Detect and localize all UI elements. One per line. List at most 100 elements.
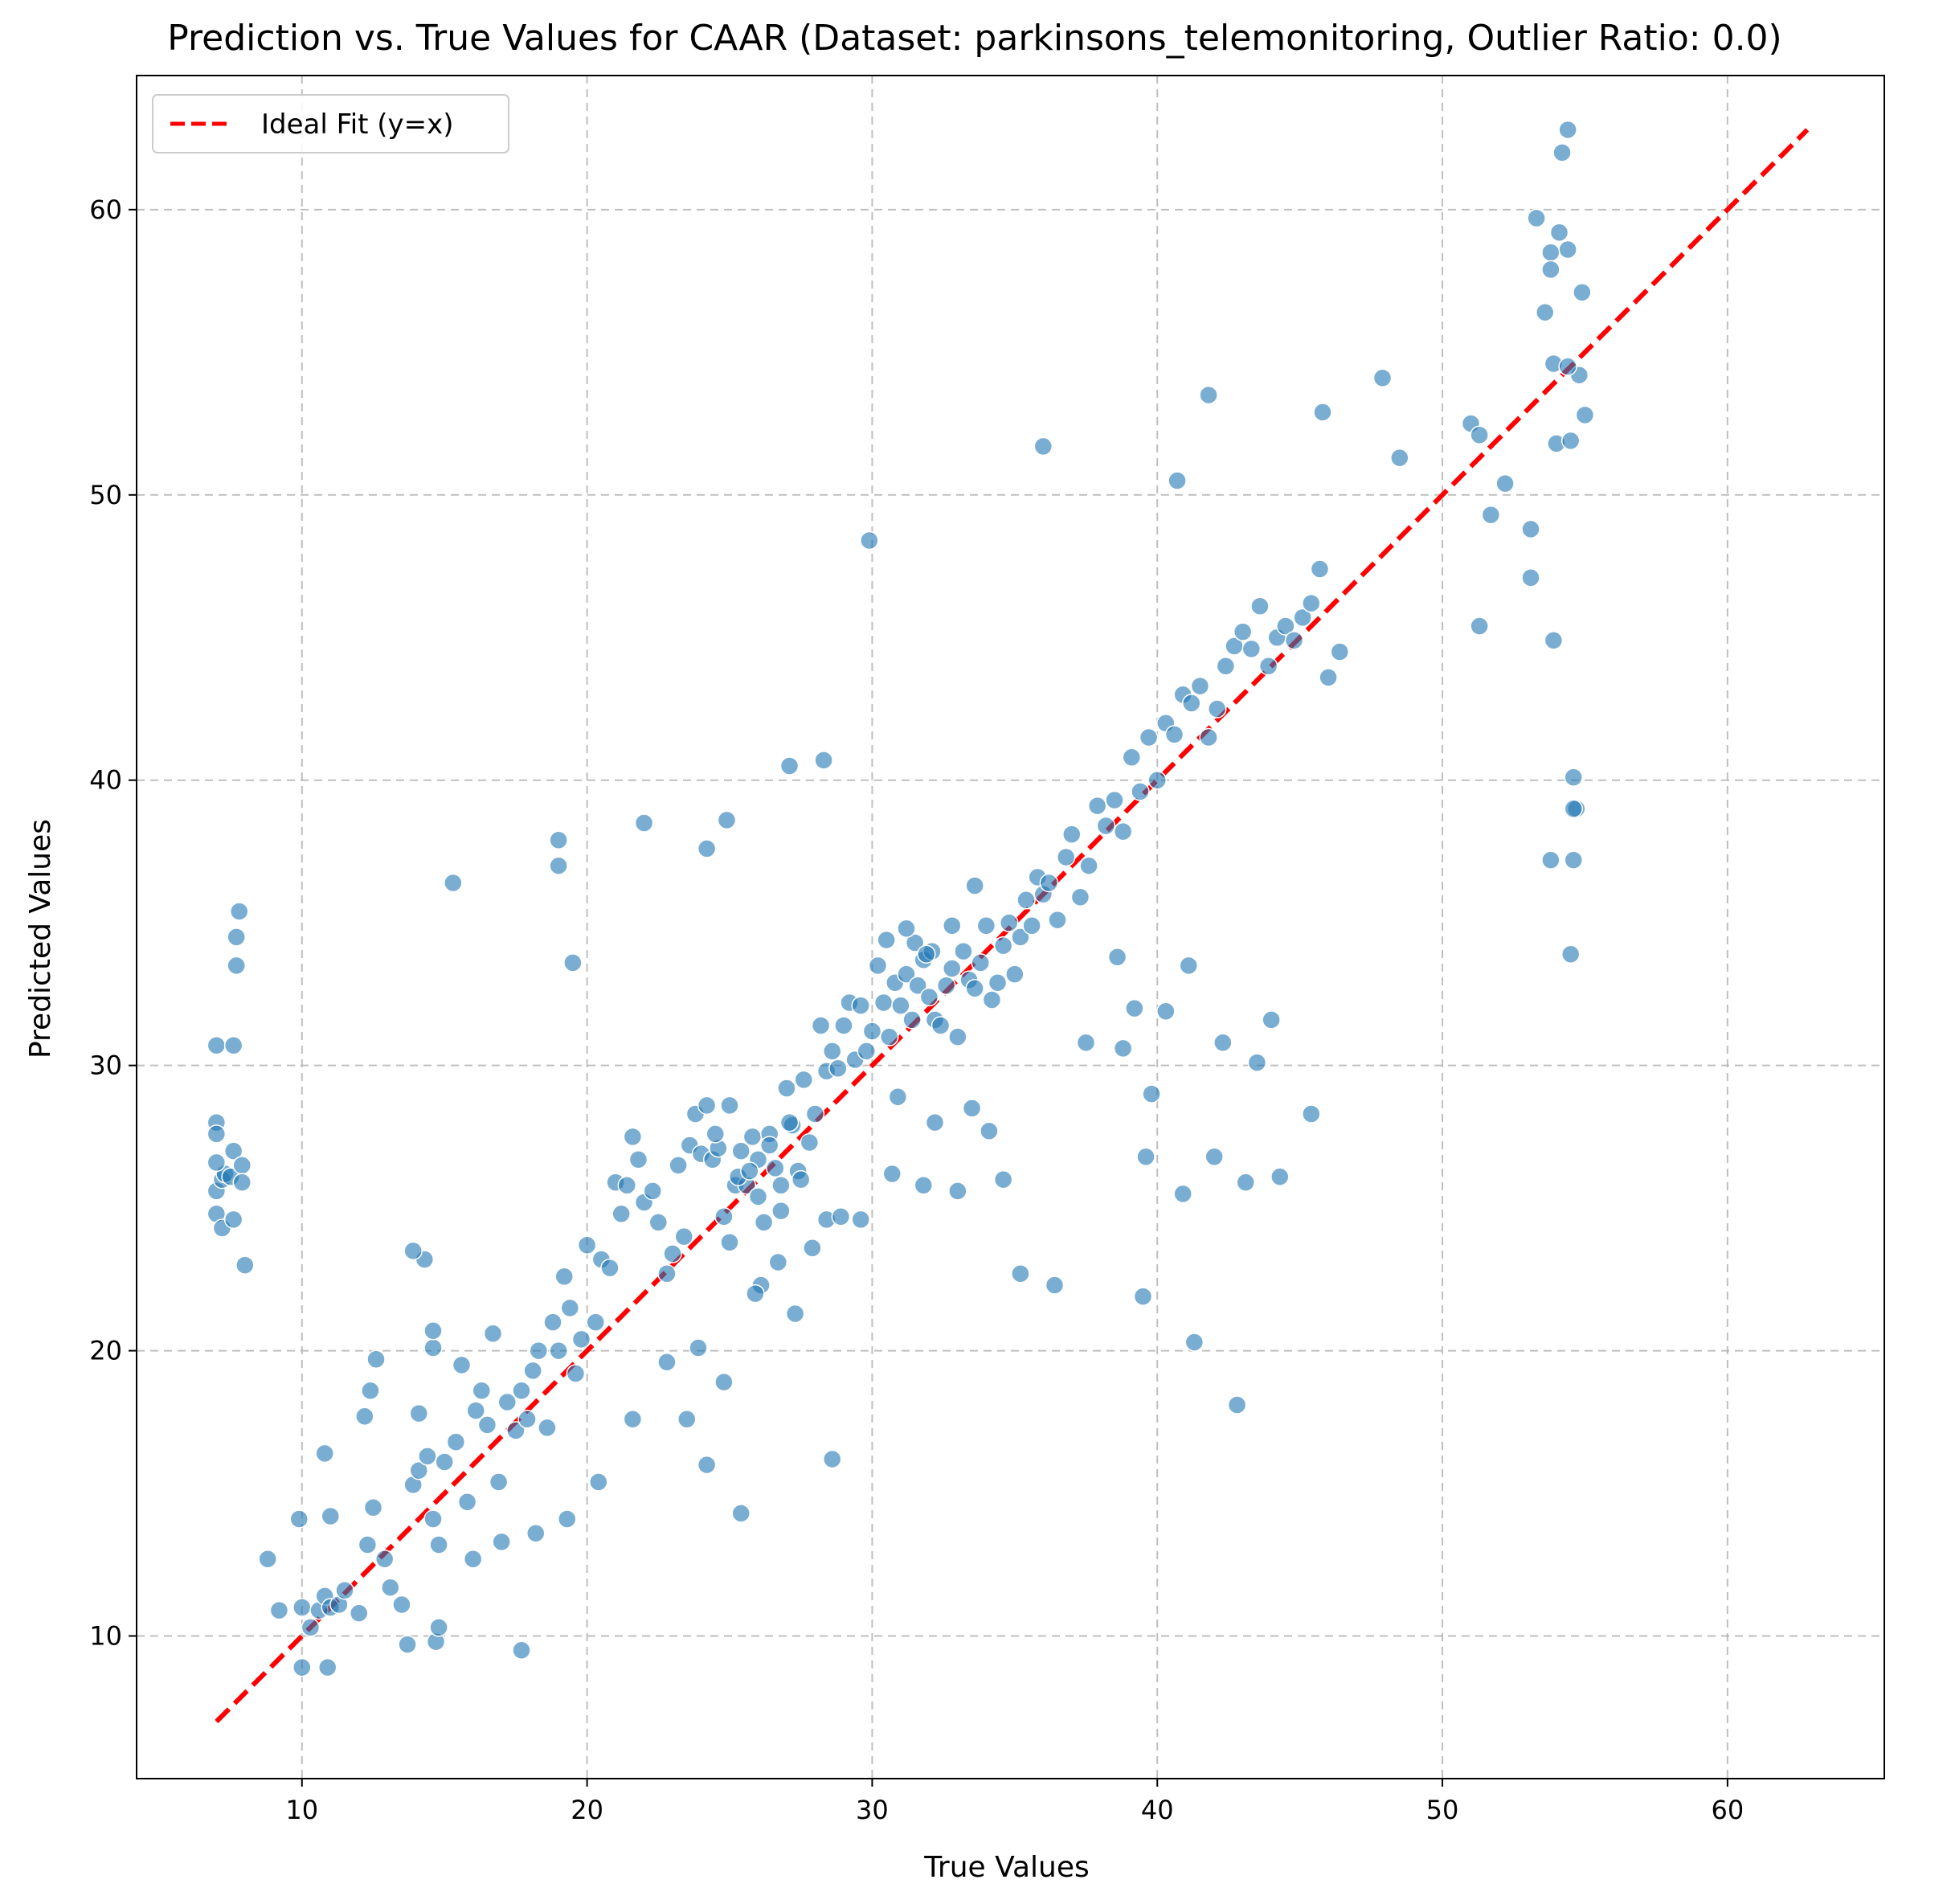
data-point <box>444 873 463 893</box>
data-point <box>223 1210 243 1230</box>
data-point <box>1133 1287 1153 1306</box>
data-point <box>931 1016 951 1035</box>
data-point <box>697 1455 717 1475</box>
data-point <box>1270 1167 1290 1186</box>
data-point <box>1190 676 1210 696</box>
data-point <box>317 1657 337 1677</box>
data-point <box>785 1304 805 1324</box>
data-point <box>566 1364 586 1383</box>
data-point <box>677 1410 697 1429</box>
data-point <box>803 1239 822 1258</box>
data-point <box>1390 448 1409 468</box>
data-point <box>1564 768 1584 787</box>
data-point <box>828 1058 848 1078</box>
data-point <box>1536 302 1555 322</box>
data-point <box>466 1401 485 1420</box>
data-point <box>1310 559 1330 579</box>
data-point <box>1541 850 1560 870</box>
data-point <box>1048 910 1067 930</box>
data-point <box>1495 473 1515 493</box>
data-point <box>1113 1038 1133 1058</box>
data-point <box>746 1284 765 1304</box>
data-point <box>663 1244 682 1263</box>
data-point <box>207 1153 227 1173</box>
data-point <box>822 1449 842 1469</box>
data-point <box>366 1349 386 1369</box>
data-point <box>831 1207 851 1226</box>
data-point <box>862 1022 882 1041</box>
data-point <box>1302 1104 1321 1124</box>
data-point <box>623 1127 643 1147</box>
data-point <box>207 1124 227 1144</box>
data-point <box>589 1472 608 1492</box>
data-point <box>908 976 927 996</box>
data-point <box>805 1104 825 1124</box>
data-point <box>1045 1275 1065 1295</box>
legend-ideal-fit-label: Ideal Fit (y=x) <box>261 109 454 141</box>
data-point <box>1087 796 1107 816</box>
data-point <box>988 972 1008 993</box>
data-point <box>954 941 973 961</box>
data-point <box>403 1241 423 1261</box>
data-point <box>258 1549 277 1569</box>
data-point <box>1168 471 1187 490</box>
data-point <box>497 1392 517 1412</box>
data-point <box>355 1407 374 1426</box>
data-point <box>350 1603 369 1623</box>
data-point <box>748 1187 768 1206</box>
y-axis-label: Predicted Values <box>24 819 57 1058</box>
data-point <box>457 1492 477 1512</box>
data-point <box>409 1403 429 1423</box>
data-point <box>634 813 654 833</box>
data-point <box>1575 405 1595 425</box>
data-point <box>223 1141 243 1161</box>
data-point <box>914 1175 934 1195</box>
data-point <box>292 1657 312 1677</box>
data-point <box>720 1232 739 1252</box>
data-point <box>936 976 956 996</box>
data-point <box>558 1509 577 1529</box>
data-point <box>1558 120 1577 140</box>
y-tick-label: 40 <box>89 765 122 796</box>
data-point <box>586 1312 605 1332</box>
data-point <box>1142 1084 1161 1104</box>
data-point <box>731 1504 751 1523</box>
data-point <box>791 1169 811 1189</box>
data-point <box>891 996 910 1015</box>
data-point <box>1016 891 1036 910</box>
data-point <box>1070 887 1090 907</box>
data-point <box>1136 1147 1155 1166</box>
data-point <box>943 915 962 936</box>
y-tick-label: 60 <box>89 194 122 225</box>
data-point <box>315 1443 334 1464</box>
data-point <box>1039 873 1059 893</box>
data-point <box>452 1355 472 1375</box>
chart-title: Prediction vs. True Values for CAAR (Dat… <box>167 18 1781 59</box>
data-point <box>1164 725 1184 744</box>
data-point <box>777 1079 796 1098</box>
data-point <box>860 530 879 551</box>
data-point <box>1236 1173 1255 1192</box>
data-point <box>993 936 1013 956</box>
x-tick-label: 20 <box>571 1795 603 1825</box>
data-point <box>919 987 939 1007</box>
data-point <box>648 1213 669 1232</box>
data-point <box>1131 782 1150 801</box>
data-point <box>483 1324 503 1344</box>
data-point <box>948 1027 967 1046</box>
data-point <box>409 1460 429 1480</box>
data-point <box>822 1042 842 1061</box>
data-point <box>1199 727 1218 747</box>
data-point <box>766 1158 785 1178</box>
data-point <box>1564 799 1584 818</box>
data-point <box>771 1175 791 1195</box>
data-point <box>335 1580 354 1600</box>
data-point <box>292 1598 312 1617</box>
data-point <box>905 933 925 952</box>
data-point <box>423 1338 443 1357</box>
data-point <box>965 979 984 998</box>
data-point <box>227 927 246 947</box>
data-point <box>868 956 888 976</box>
data-point <box>1056 847 1076 867</box>
data-point <box>1573 283 1592 302</box>
